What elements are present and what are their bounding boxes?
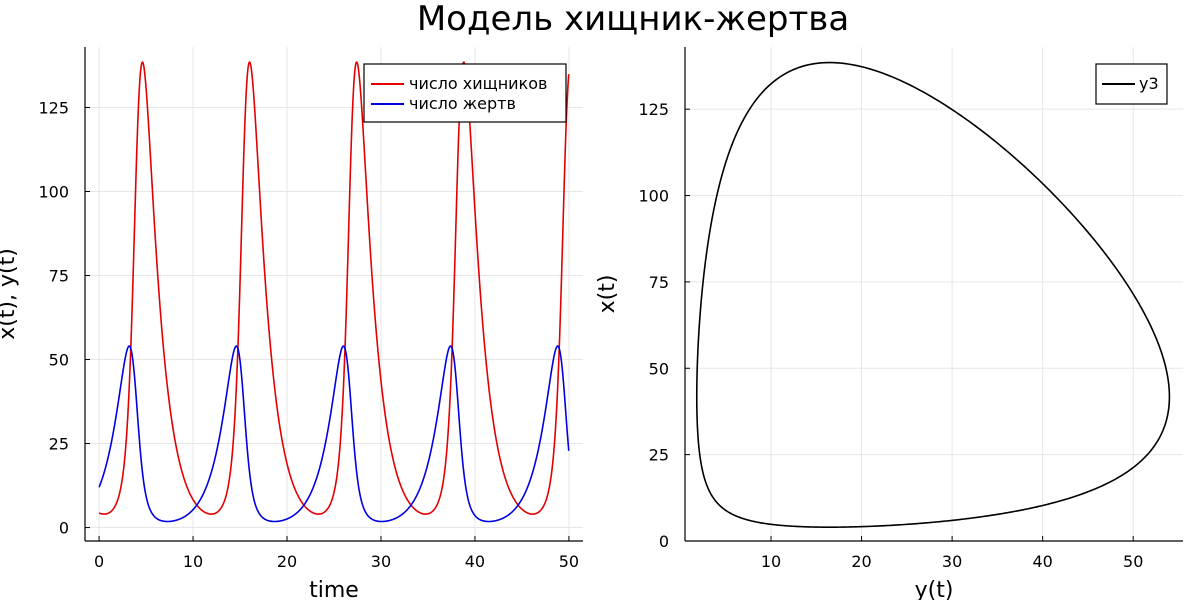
x-tick-label: 50 <box>559 552 579 571</box>
y-tick-label: 0 <box>659 532 669 551</box>
series-line-predators <box>98 61 570 515</box>
legend-label-y3: y3 <box>1139 74 1159 93</box>
y-tick-label: 50 <box>49 351 69 370</box>
x-tick-label: 50 <box>1123 552 1143 571</box>
y-tick-label: 75 <box>49 267 69 286</box>
right-series-lines <box>695 61 1171 528</box>
x-tick-label: 20 <box>277 552 297 571</box>
left-legend-box <box>363 63 567 123</box>
series-line-prey <box>98 345 570 523</box>
right-axes <box>684 47 1183 542</box>
x-tick-label: 40 <box>465 552 485 571</box>
right-grid <box>685 47 1183 542</box>
right-x-axis-label: y(t) <box>915 578 954 600</box>
x-tick-label: 10 <box>183 552 203 571</box>
y-tick-label: 25 <box>649 446 669 465</box>
left-tick-labels: 0 10 20 30 40 50 0 25 50 75 100 125 <box>38 98 579 571</box>
y-tick-label: 125 <box>638 100 669 119</box>
x-tick-label: 10 <box>761 552 781 571</box>
left-grid <box>85 47 583 541</box>
y-tick-label: 0 <box>59 519 69 538</box>
left-x-axis-label: time <box>309 578 359 600</box>
y-tick-label: 100 <box>38 183 69 202</box>
figure-title: Модель хищник-жертва <box>417 0 849 39</box>
y-tick-label: 50 <box>649 359 669 378</box>
x-tick-label: 30 <box>942 552 962 571</box>
left-axes <box>84 47 583 542</box>
phase-plane-plot: 10 20 30 40 50 0 25 50 75 100 125 y(t) x(t) y3 <box>595 47 1183 600</box>
y-tick-label: 75 <box>649 273 669 292</box>
legend-label-prey: число жертв <box>409 94 516 113</box>
legend-label-predators: число хищников <box>409 74 547 93</box>
right-legend: y3 <box>1095 63 1168 105</box>
time-series-plot: 0 10 20 30 40 50 0 25 50 75 100 125 time x(t), y(t)… <box>0 47 583 600</box>
left-y-axis-label: x(t), y(t) <box>0 248 20 340</box>
x-tick-label: 0 <box>94 552 104 571</box>
x-tick-label: 20 <box>851 552 871 571</box>
y-tick-label: 25 <box>49 435 69 454</box>
y-tick-label: 125 <box>38 98 69 117</box>
left-series-lines <box>98 61 570 523</box>
right-y-axis-label: x(t) <box>595 275 620 314</box>
series-line-y3 <box>695 61 1171 528</box>
y-tick-label: 100 <box>638 187 669 206</box>
x-tick-label: 30 <box>371 552 391 571</box>
x-tick-label: 40 <box>1032 552 1052 571</box>
left-legend: число хищников число жертв <box>363 63 567 123</box>
right-tick-labels: 10 20 30 40 50 0 25 50 75 100 125 <box>638 100 1143 571</box>
